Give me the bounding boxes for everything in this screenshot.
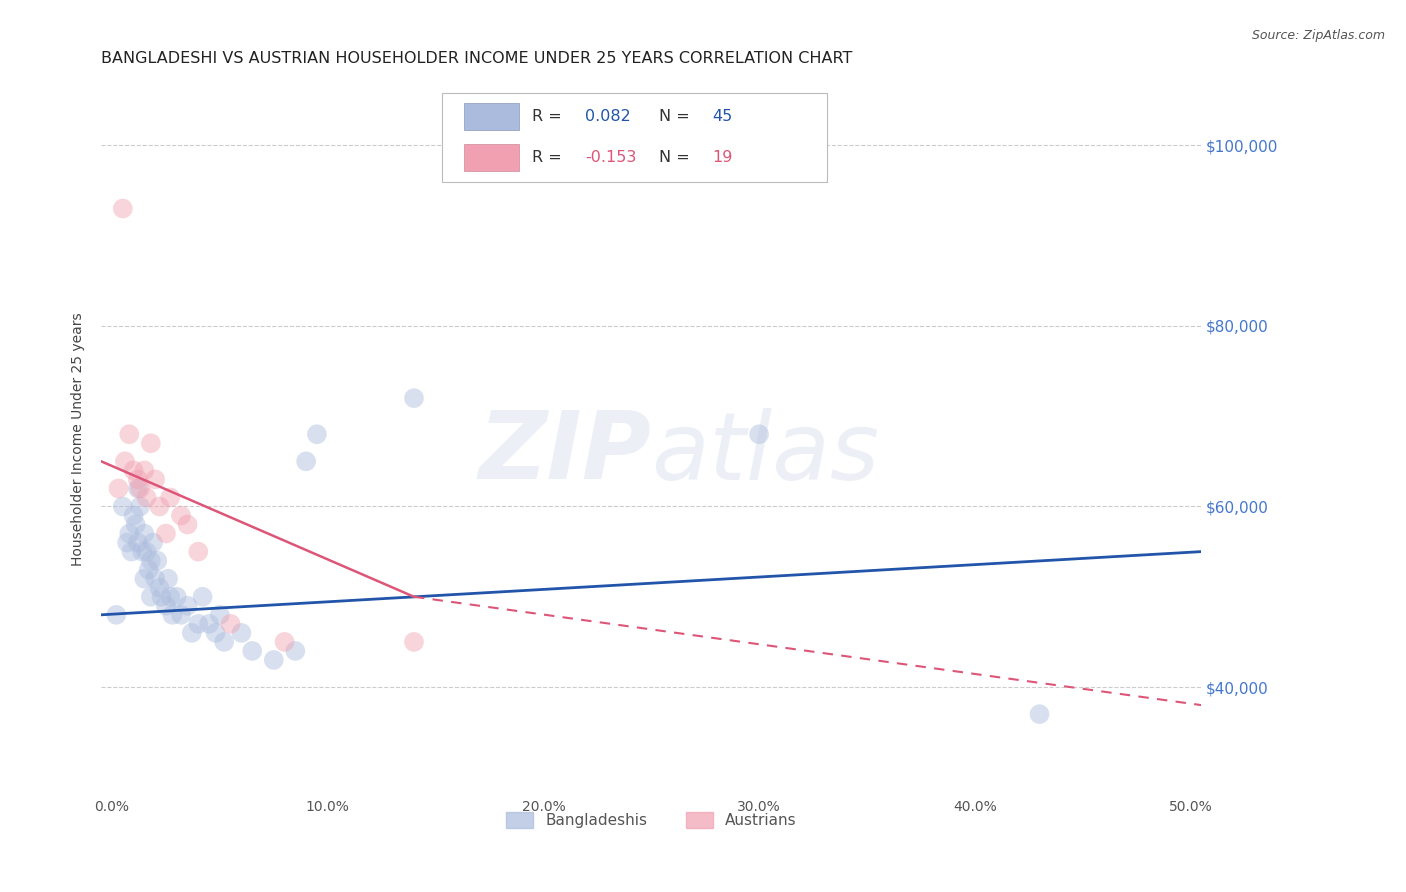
Point xyxy=(155,526,177,541)
FancyBboxPatch shape xyxy=(464,145,519,171)
Point xyxy=(170,607,193,622)
Point xyxy=(134,526,156,541)
Point xyxy=(273,635,295,649)
Point xyxy=(127,535,149,549)
Point xyxy=(187,616,209,631)
Point xyxy=(295,454,318,468)
Point xyxy=(284,644,307,658)
Point xyxy=(129,500,152,514)
Point xyxy=(159,491,181,505)
Point xyxy=(122,463,145,477)
Text: ZIP: ZIP xyxy=(478,407,651,499)
Point xyxy=(120,544,142,558)
Text: N =: N = xyxy=(659,110,695,124)
Legend: Bangladeshis, Austrians: Bangladeshis, Austrians xyxy=(499,805,803,834)
Point xyxy=(208,607,231,622)
Point xyxy=(176,517,198,532)
Text: N =: N = xyxy=(659,151,695,165)
Text: 19: 19 xyxy=(711,151,733,165)
Text: 45: 45 xyxy=(711,110,733,124)
FancyBboxPatch shape xyxy=(464,103,519,130)
Point xyxy=(148,581,170,595)
Point xyxy=(139,554,162,568)
Point xyxy=(402,635,425,649)
Point xyxy=(180,626,202,640)
Point xyxy=(129,482,152,496)
Text: atlas: atlas xyxy=(651,408,880,499)
Y-axis label: Householder Income Under 25 years: Householder Income Under 25 years xyxy=(72,312,86,566)
Point xyxy=(139,590,162,604)
Point xyxy=(115,535,138,549)
Text: BANGLADESHI VS AUSTRIAN HOUSEHOLDER INCOME UNDER 25 YEARS CORRELATION CHART: BANGLADESHI VS AUSTRIAN HOUSEHOLDER INCO… xyxy=(101,51,852,66)
Point xyxy=(139,436,162,450)
Text: R =: R = xyxy=(533,110,567,124)
Point xyxy=(748,427,770,442)
Point xyxy=(402,391,425,405)
Point xyxy=(142,535,165,549)
Point xyxy=(219,616,242,631)
Point xyxy=(240,644,263,658)
Text: Source: ZipAtlas.com: Source: ZipAtlas.com xyxy=(1251,29,1385,42)
Point xyxy=(105,607,128,622)
Point xyxy=(114,454,136,468)
Point xyxy=(150,590,173,604)
Point xyxy=(143,572,166,586)
Text: -0.153: -0.153 xyxy=(585,151,637,165)
Point xyxy=(231,626,253,640)
Point xyxy=(148,500,170,514)
Point xyxy=(125,517,148,532)
Point xyxy=(138,563,160,577)
Point xyxy=(146,554,169,568)
Point xyxy=(176,599,198,613)
Point xyxy=(118,427,141,442)
Point xyxy=(122,508,145,523)
Point xyxy=(305,427,328,442)
Point xyxy=(159,590,181,604)
Point xyxy=(1028,707,1050,722)
Text: 0.082: 0.082 xyxy=(585,110,631,124)
Text: R =: R = xyxy=(533,151,567,165)
Point xyxy=(127,482,149,496)
Point xyxy=(187,544,209,558)
Point xyxy=(157,572,180,586)
Point xyxy=(204,626,226,640)
Point xyxy=(111,202,134,216)
Point xyxy=(170,508,193,523)
Point xyxy=(143,472,166,486)
Point xyxy=(107,482,129,496)
Point xyxy=(127,472,149,486)
Point xyxy=(134,463,156,477)
Point xyxy=(198,616,221,631)
Point xyxy=(135,491,157,505)
Point xyxy=(155,599,177,613)
FancyBboxPatch shape xyxy=(443,93,827,182)
Point xyxy=(111,500,134,514)
Point xyxy=(135,544,157,558)
Point xyxy=(131,544,153,558)
Point xyxy=(162,607,184,622)
Point xyxy=(134,572,156,586)
Point xyxy=(212,635,235,649)
Point xyxy=(118,526,141,541)
Point xyxy=(166,590,188,604)
Point xyxy=(263,653,285,667)
Point xyxy=(191,590,214,604)
